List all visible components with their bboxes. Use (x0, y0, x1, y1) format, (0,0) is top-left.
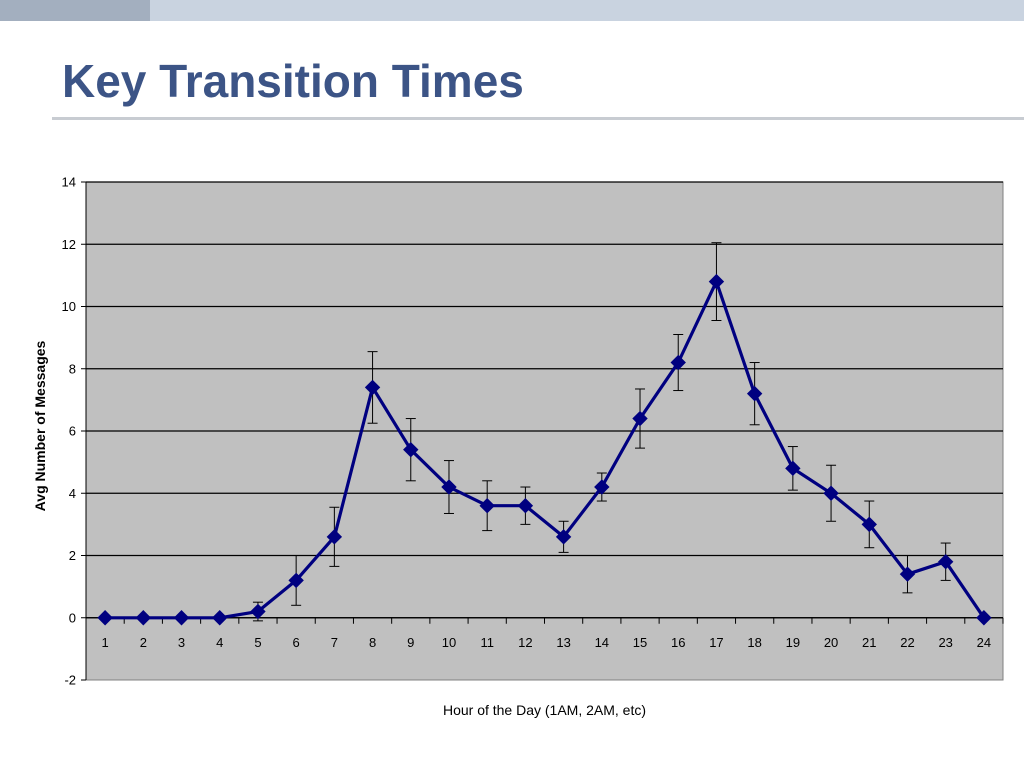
y-tick-label: 6 (69, 424, 76, 439)
title-divider (52, 117, 1024, 120)
x-tick-label: 24 (977, 635, 991, 650)
x-tick-label: 14 (595, 635, 609, 650)
x-tick-label: 12 (518, 635, 532, 650)
data-point-marker (708, 273, 725, 290)
x-tick-label: 15 (633, 635, 647, 650)
x-tick-label: 20 (824, 635, 838, 650)
x-tick-label: 7 (331, 635, 338, 650)
data-point-marker (899, 566, 916, 582)
x-tick-label: 23 (938, 635, 952, 650)
y-tick-label: 2 (69, 548, 76, 563)
data-point-marker (173, 610, 190, 626)
data-point-marker (632, 410, 648, 427)
data-point-marker (976, 610, 992, 626)
y-tick-label: 8 (69, 361, 76, 376)
x-tick-label: 11 (480, 635, 494, 650)
data-point-marker (250, 603, 266, 620)
x-tick-label: 16 (671, 635, 685, 650)
data-point-marker (746, 385, 763, 402)
x-tick-label: 3 (178, 635, 185, 650)
y-tick-label: 12 (62, 237, 76, 252)
data-point-marker (97, 610, 113, 626)
y-tick-label: 10 (62, 299, 76, 314)
data-point-marker (135, 610, 152, 626)
data-point-marker (364, 379, 381, 396)
data-point-marker (555, 529, 572, 545)
x-tick-label: 5 (254, 635, 261, 650)
y-axis-title: Avg Number of Messages (32, 340, 48, 511)
data-point-marker (441, 479, 457, 495)
x-tick-label: 4 (216, 635, 223, 650)
data-point-marker (326, 529, 343, 545)
y-tick-label: 0 (69, 610, 76, 625)
x-tick-label: 6 (293, 635, 300, 650)
series-group (97, 242, 992, 626)
x-tick-label: 10 (442, 635, 456, 650)
x-tick-label: 18 (747, 635, 761, 650)
x-axis-title: Hour of the Day (1AM, 2AM, etc) (443, 702, 646, 718)
y-tick-label: 14 (62, 175, 76, 190)
x-tick-label: 13 (556, 635, 570, 650)
top-bar-accent (0, 0, 150, 21)
x-tick-label: 8 (369, 635, 376, 650)
data-point-marker (517, 497, 534, 514)
x-tick-label: 1 (101, 635, 108, 650)
top-decorative-bar (0, 0, 1024, 21)
data-point-marker (937, 554, 954, 570)
y-tick-label: -2 (64, 673, 76, 688)
x-tick-label: 21 (862, 635, 876, 650)
data-point-marker (785, 460, 801, 477)
data-point-marker (479, 497, 495, 514)
x-tick-label: 17 (709, 635, 723, 650)
data-point-marker (670, 354, 686, 371)
data-point-marker (403, 441, 419, 458)
data-point-marker (823, 485, 839, 501)
data-point-marker (288, 572, 304, 589)
x-tick-label: 22 (900, 635, 914, 650)
data-point-marker (861, 516, 877, 533)
data-point-marker (212, 610, 228, 626)
x-tick-label: 19 (786, 635, 800, 650)
y-tick-label: 4 (69, 486, 76, 501)
data-point-marker (594, 479, 610, 495)
x-tick-label: 9 (407, 635, 414, 650)
slide-title: Key Transition Times (62, 55, 524, 107)
x-tick-label: 2 (140, 635, 147, 650)
